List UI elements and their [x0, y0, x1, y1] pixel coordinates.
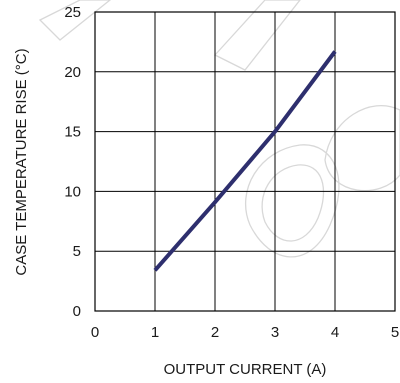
- series-layer: [153, 50, 337, 272]
- x-tick-label: 4: [331, 324, 339, 341]
- grid-lines: [94, 11, 396, 312]
- x-tick-labels: 0 1 2 3 4 5: [91, 324, 399, 341]
- series-line-0: [153, 50, 337, 272]
- y-axis-label: CASE TEMPERATURE RISE (°C): [13, 48, 30, 275]
- y-tick-label: 0: [73, 303, 81, 320]
- x-tick-label: 1: [151, 324, 159, 341]
- y-tick-label: 25: [64, 4, 81, 21]
- plot-frame: [94, 11, 396, 312]
- y-tick-label: 5: [73, 243, 81, 260]
- watermark: [38, 0, 400, 258]
- x-tick-label: 0: [91, 324, 99, 341]
- x-tick-label: 2: [211, 324, 219, 341]
- y-tick-label: 10: [64, 183, 81, 200]
- y-tick-label: 15: [64, 124, 81, 141]
- y-tick-label: 20: [64, 64, 81, 81]
- y-tick-labels: 0 5 10 15 20 25: [64, 4, 81, 320]
- x-tick-label: 3: [271, 324, 279, 341]
- x-tick-label: 5: [391, 324, 399, 341]
- x-axis-label: OUTPUT CURRENT (A): [164, 361, 327, 378]
